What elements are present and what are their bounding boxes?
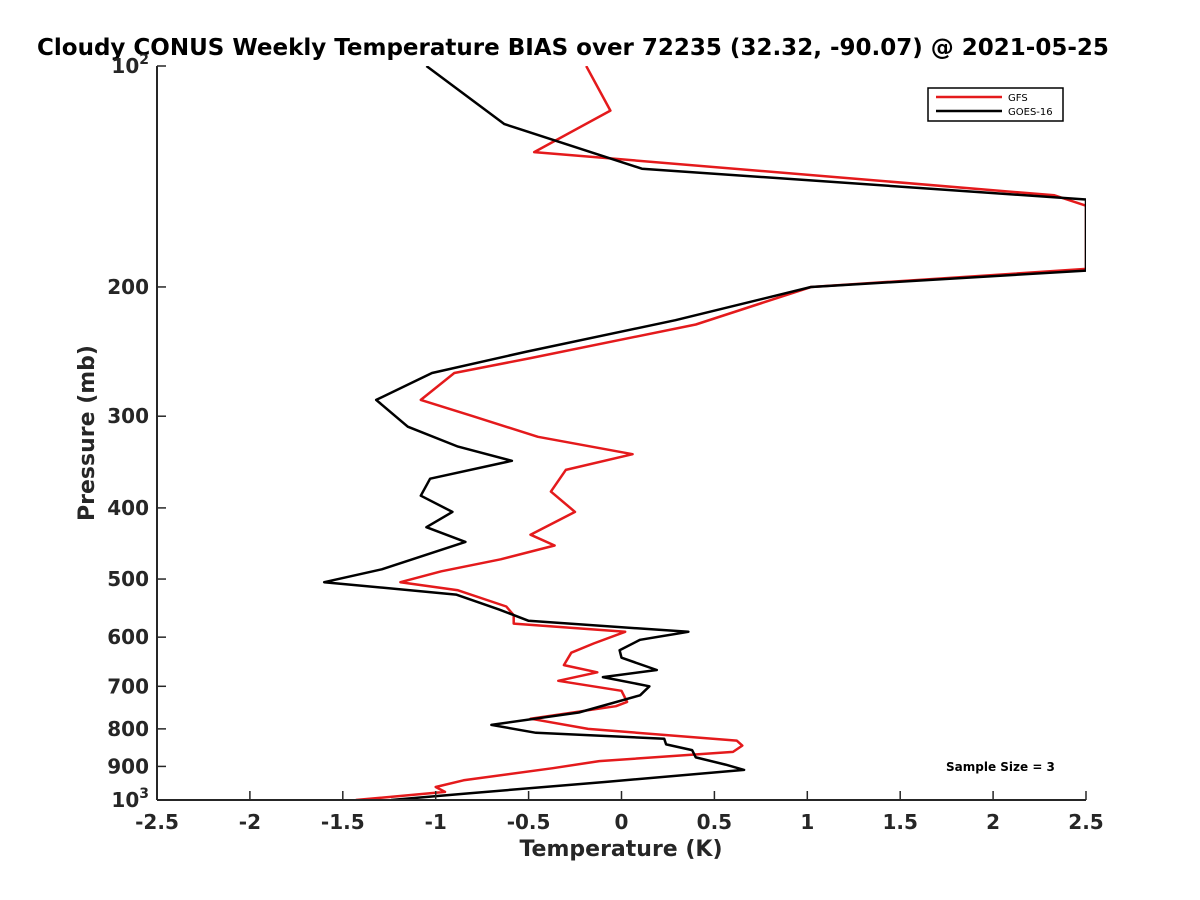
- x-tick-label: 0.5: [697, 810, 732, 834]
- x-axis-ticks: -2.5 -2 -1.5 -1 -0.5 0 0.5 1 1.5 2 2.5: [135, 791, 1104, 834]
- legend-box: [927, 87, 1064, 122]
- legend-label-goes16: GOES-16: [1008, 107, 1053, 118]
- y-axis-ticks: 102 200 300 400 500 600 700 800 900 103: [107, 52, 166, 812]
- legend-label-gfs: GFS: [1008, 93, 1028, 104]
- y-tick-label: 700: [107, 674, 149, 698]
- x-tick-label: -1.5: [321, 810, 365, 834]
- series-line-gfs: [355, 66, 1086, 800]
- y-tick-label: 600: [107, 625, 149, 649]
- y-tick-label: 102: [111, 52, 149, 78]
- x-tick-label: 0: [615, 810, 629, 834]
- x-axis-label: Temperature (K): [519, 837, 722, 862]
- x-tick-label: 2: [986, 810, 1000, 834]
- y-tick-label: 200: [107, 275, 149, 299]
- y-tick-label: 103: [111, 786, 149, 812]
- x-tick-label: -0.5: [507, 810, 551, 834]
- series-lines: [322, 66, 1086, 800]
- legend: GFS GOES-16: [927, 87, 1064, 122]
- y-axis-label: Pressure (mb): [75, 345, 100, 521]
- x-tick-label: -2.5: [135, 810, 179, 834]
- x-tick-label: 1.5: [882, 810, 917, 834]
- y-tick-label: 800: [107, 717, 149, 741]
- chart-title: Cloudy CONUS Weekly Temperature BIAS ove…: [37, 35, 1109, 61]
- x-tick-label: -1: [425, 810, 447, 834]
- x-tick-label: -2: [239, 810, 261, 834]
- x-tick-label: 2.5: [1068, 810, 1103, 834]
- y-tick-label: 300: [107, 404, 149, 428]
- y-tick-label: 400: [107, 496, 149, 520]
- sample-size-annotation: Sample Size = 3: [946, 760, 1055, 774]
- y-tick-label: 500: [107, 567, 149, 591]
- series-line-goes16: [322, 66, 1086, 800]
- x-tick-label: 1: [800, 810, 814, 834]
- y-tick-label: 900: [107, 754, 149, 778]
